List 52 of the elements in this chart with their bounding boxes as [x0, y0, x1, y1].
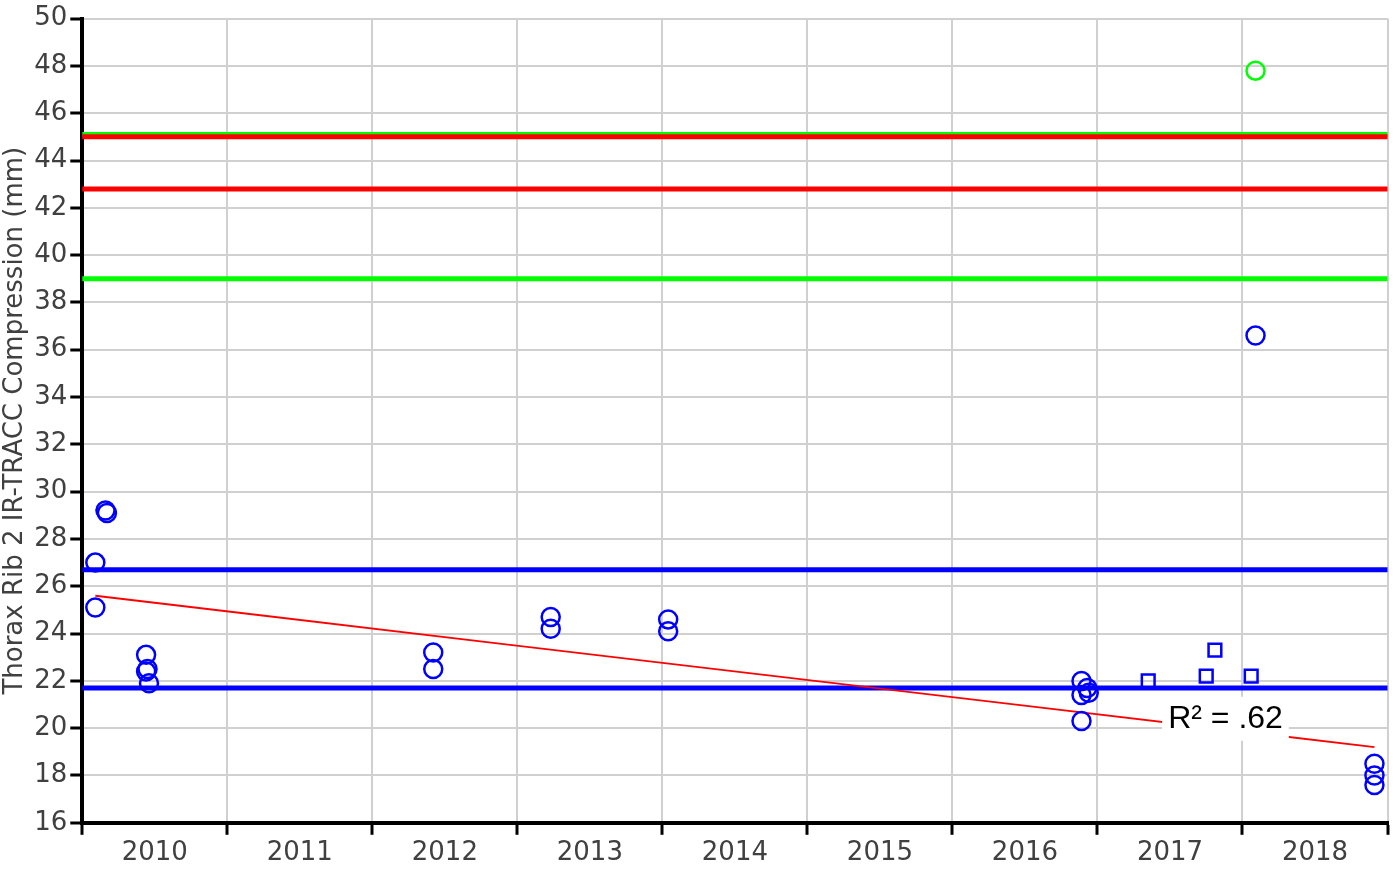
y-tick-label: 40 [34, 237, 68, 268]
point [138, 673, 160, 694]
point [135, 644, 157, 666]
x-tick-label: 2017 [1136, 836, 1204, 867]
y-axis-title: Thorax Rib 2 IR-TRACC Compression (mm) [0, 146, 29, 696]
x-tick-label: 2018 [1281, 836, 1349, 867]
point [1364, 765, 1385, 786]
point [1078, 682, 1099, 703]
y-tick-label: 26 [34, 569, 68, 600]
point [540, 606, 561, 628]
point [85, 597, 106, 618]
x-tick-label: 2010 [121, 836, 188, 867]
point [1071, 684, 1092, 706]
point [1207, 642, 1223, 658]
point [1364, 753, 1385, 774]
y-tick-label: 48 [34, 48, 68, 79]
x-tick-label: 2013 [556, 836, 623, 867]
point [1364, 774, 1385, 796]
y-tick-label: 22 [34, 663, 68, 694]
x-tick-label: 2014 [701, 836, 768, 867]
y-tick-label: 34 [34, 379, 68, 410]
point [422, 642, 444, 663]
point [1243, 668, 1259, 684]
point [1077, 677, 1098, 699]
point [1071, 710, 1092, 732]
y-tick-label: 46 [34, 95, 68, 126]
y-tick-label: 36 [34, 332, 68, 363]
y-tick-label: 30 [34, 474, 68, 505]
x-tick-label: 2012 [411, 836, 478, 867]
y-tick-label: 24 [34, 616, 68, 647]
y-tick-label: 44 [34, 143, 68, 174]
point [85, 552, 106, 573]
y-tick-label: 42 [34, 190, 68, 221]
point [540, 618, 561, 640]
y-tick-label: 38 [34, 285, 68, 316]
x-tick-label: 2016 [991, 836, 1059, 867]
point [422, 658, 444, 680]
point [657, 620, 679, 642]
y-tick-label: 18 [34, 758, 68, 789]
x-tick-label: 2011 [266, 836, 333, 867]
point [1198, 668, 1214, 684]
x-tick-label: 2015 [846, 836, 913, 867]
y-tick-label: 28 [34, 521, 68, 552]
point [657, 609, 679, 630]
y-tick-label: 16 [34, 805, 68, 836]
y-tick-label: 32 [34, 427, 68, 458]
point [1071, 670, 1092, 692]
y-tick-label: 50 [34, 1, 68, 32]
point [1245, 325, 1266, 346]
annotation: R² = .62 [1168, 698, 1283, 735]
point [1245, 60, 1266, 81]
y-tick-label: 20 [34, 710, 68, 741]
